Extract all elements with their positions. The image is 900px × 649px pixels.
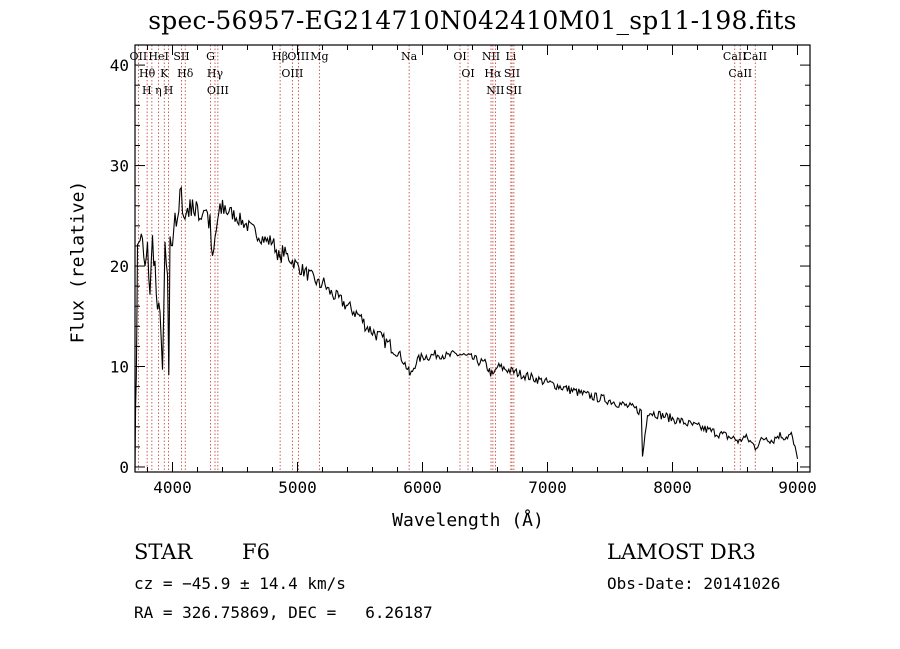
line-label: CaII — [728, 67, 752, 80]
y-tick-label: 30 — [110, 157, 129, 176]
line-label: SII — [506, 84, 522, 97]
y-tick-label: 20 — [110, 257, 129, 276]
line-label: NII — [482, 50, 500, 63]
line-label: H — [164, 84, 174, 97]
plot-frame — [134, 44, 811, 473]
line-label: Hα — [484, 67, 502, 80]
line-label: H η — [142, 84, 162, 97]
y-axis-label: Flux (relative) — [67, 180, 89, 344]
line-label: K — [160, 67, 169, 80]
line-label: NII — [486, 84, 504, 97]
redshift-text: cz = −45.9 ± 14.4 km/s — [134, 574, 346, 593]
x-tick-label: 7000 — [528, 478, 567, 497]
y-tick-label: 0 — [119, 458, 129, 477]
line-label: OI — [461, 67, 474, 80]
spectrum-line — [134, 186, 799, 471]
coordinates-text: RA = 326.75869, DEC = 6.26187 — [134, 603, 433, 622]
line-label: Hγ — [207, 67, 224, 80]
line-label: Hθ — [139, 67, 156, 80]
spectral-subclass: F6 — [242, 540, 270, 564]
line-label: Na — [401, 50, 418, 63]
x-tick-label: 6000 — [403, 478, 442, 497]
line-label: CaII — [723, 50, 747, 63]
line-label: OII — [130, 50, 148, 63]
x-tick-label: 4000 — [153, 478, 192, 497]
line-label: G — [206, 50, 215, 63]
line-label: SII — [504, 67, 520, 80]
line-label: Li — [505, 50, 516, 63]
x-axis-label: Wavelength (Å) — [392, 510, 544, 531]
line-label: OI — [453, 50, 466, 63]
axis-ticks: 4000 5000 6000 7000 8000 9000 0 10 20 30 40 — [110, 45, 817, 497]
x-tick-label: 9000 — [778, 478, 817, 497]
line-label: SII — [173, 50, 189, 63]
line-label: OIII — [281, 67, 303, 80]
y-tick-label: 40 — [110, 56, 129, 75]
object-class: STAR — [134, 540, 193, 564]
chart-title: spec-56957-EG214710N042410M01_sp11-198.f… — [148, 6, 797, 35]
line-label: OIII — [207, 84, 229, 97]
line-label: HeI — [148, 50, 168, 63]
survey-name: LAMOST DR3 — [607, 540, 756, 564]
line-label: Mg — [310, 50, 328, 63]
x-tick-label: 5000 — [278, 478, 317, 497]
line-label: Hδ — [177, 67, 194, 80]
line-label: OIII — [287, 50, 309, 63]
line-label: Hβ — [272, 50, 288, 63]
observation-date: Obs-Date: 20141026 — [607, 574, 781, 593]
line-label: CaII — [743, 50, 767, 63]
x-tick-label: 8000 — [653, 478, 692, 497]
y-tick-label: 10 — [110, 358, 129, 377]
